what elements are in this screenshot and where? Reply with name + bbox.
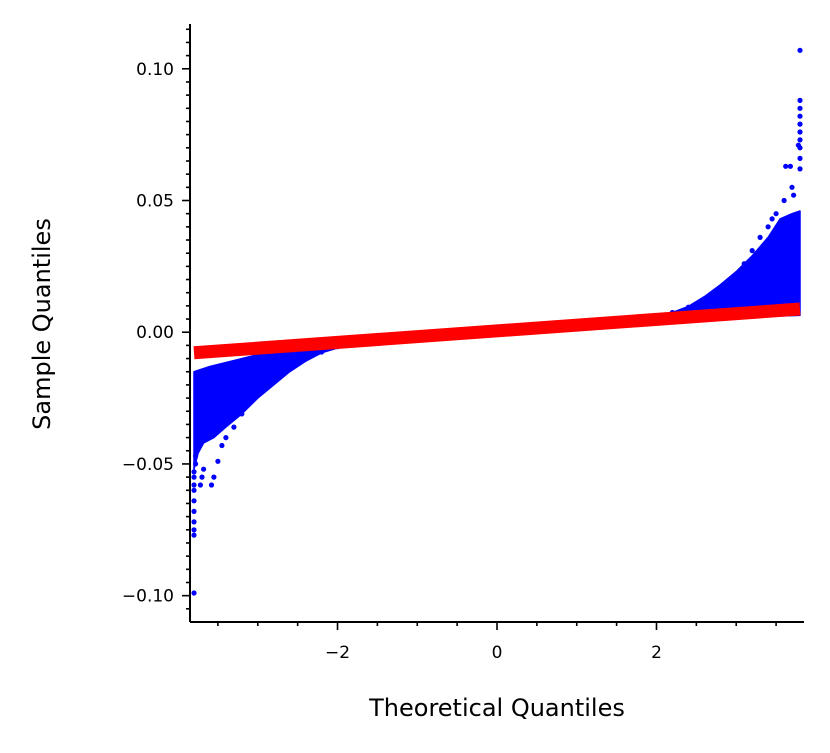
sample-point <box>191 487 197 493</box>
sample-point <box>191 474 197 480</box>
sample-point <box>193 461 199 467</box>
sample-point <box>791 192 797 198</box>
sample-point <box>191 519 197 525</box>
plot-area <box>191 47 803 596</box>
sample-point <box>191 482 197 488</box>
sample-point <box>215 458 221 464</box>
x-ticks: −2 0 2 <box>217 622 777 663</box>
x-axis-title: Theoretical Quantiles <box>368 694 625 722</box>
sample-point <box>781 197 787 204</box>
y-tick-label: −0.05 <box>122 455 174 475</box>
sample-point <box>797 129 803 135</box>
sample-point <box>191 527 197 533</box>
sample-point <box>219 442 225 449</box>
sample-point <box>211 474 217 480</box>
sample-point <box>199 474 205 480</box>
sample-point <box>797 121 803 127</box>
sample-point <box>769 216 775 222</box>
sample-point <box>685 304 692 310</box>
x-tick-label: −2 <box>325 643 350 663</box>
sample-point <box>741 261 747 267</box>
sample-point <box>195 440 201 446</box>
sample-point <box>765 224 771 230</box>
sample-point <box>201 466 207 472</box>
sample-point <box>797 47 803 53</box>
sample-point <box>191 469 197 475</box>
y-tick-label: −0.10 <box>122 587 174 607</box>
sample-point <box>319 349 325 355</box>
sample-point <box>717 284 723 290</box>
sample-point <box>239 411 245 417</box>
sample-point <box>231 424 237 430</box>
sample-point <box>303 354 309 360</box>
sample-point <box>797 137 803 143</box>
sample-point <box>255 387 261 393</box>
sample-point <box>789 184 795 190</box>
sample-point <box>733 271 739 277</box>
sample-point <box>797 166 803 172</box>
sample-point <box>783 163 789 169</box>
sample-point <box>197 482 203 488</box>
sample-point <box>757 234 763 240</box>
sample-point <box>191 498 197 504</box>
sample-point <box>787 163 794 169</box>
sample-point <box>271 374 277 380</box>
sample-point <box>191 508 197 514</box>
y-ticks: −0.10 −0.05 0.00 0.05 0.10 <box>122 28 190 610</box>
sample-point <box>701 296 707 302</box>
sample-point <box>797 155 803 161</box>
sample-point <box>194 445 200 451</box>
sample-point <box>247 398 253 404</box>
y-tick-label: 0.05 <box>136 192 174 212</box>
x-tick-label: 2 <box>651 643 662 663</box>
sample-point <box>287 362 293 368</box>
sample-point <box>797 145 803 151</box>
sample-point <box>191 590 197 596</box>
sample-point <box>193 453 199 459</box>
axes: −2 0 2 −0.10 −0.05 0.00 0.05 0.10 <box>122 24 804 663</box>
x-tick-label: 0 <box>492 643 503 663</box>
sample-point <box>208 482 215 488</box>
sample-point <box>797 97 803 103</box>
y-tick-label: 0.10 <box>136 60 174 80</box>
sample-point <box>797 113 803 119</box>
sample-point <box>749 248 755 254</box>
sample-point <box>191 532 197 538</box>
sample-point <box>773 211 779 217</box>
y-axis-title: Sample Quantiles <box>28 218 56 430</box>
sample-point <box>797 105 803 111</box>
sample-point <box>223 435 229 441</box>
reference-line <box>193 302 801 360</box>
y-tick-label: 0.00 <box>136 323 174 343</box>
